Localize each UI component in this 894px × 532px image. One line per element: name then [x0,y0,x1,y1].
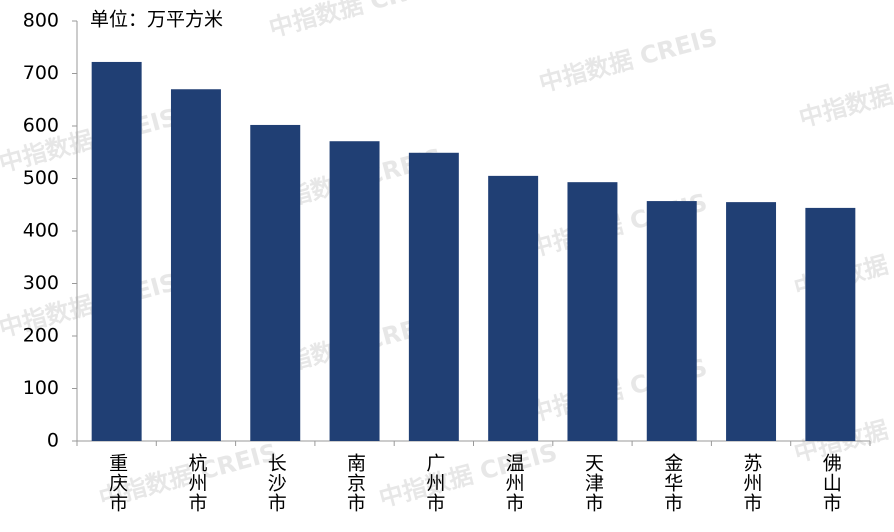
x-tick-label: 佛山市 [820,453,842,513]
bar [250,124,301,441]
bar [170,89,221,441]
x-tick-label: 金华市 [661,453,683,513]
watermark: 中指数据 CREIS [266,0,450,43]
y-tick-label: 100 [23,377,59,399]
x-tick-label: 苏州市 [741,453,763,513]
watermark: 中指数据 CREIS [796,58,894,132]
bar [646,201,697,441]
y-tick-label: 300 [23,272,59,294]
x-tick-label: 南京市 [344,453,366,513]
x-tick-label: 天津市 [582,453,604,513]
y-tick-label: 200 [23,325,59,347]
bar [408,152,459,441]
chart-subtitle: 单位：万平方米 [90,9,223,31]
bar [567,182,618,442]
y-tick-label: 600 [23,115,59,137]
bar [805,207,856,441]
bar [726,202,777,441]
y-tick-label: 400 [23,220,59,242]
x-tick-label: 长沙市 [265,453,287,513]
x-tick-label: 杭州市 [185,453,207,513]
bar [91,61,142,441]
watermark: 中指数据 CREIS [376,438,560,512]
x-tick-label: 重庆市 [106,453,128,513]
x-tick-label: 温州市 [503,453,525,513]
y-tick-label: 700 [23,62,59,84]
bar [329,141,380,441]
y-tick-label: 800 [23,10,59,32]
watermark: 中指数据 CREIS [536,23,720,97]
y-tick-label: 500 [23,167,59,189]
y-tick-label: 0 [47,430,59,452]
x-tick-label: 广州市 [423,453,445,513]
bar [488,175,539,441]
